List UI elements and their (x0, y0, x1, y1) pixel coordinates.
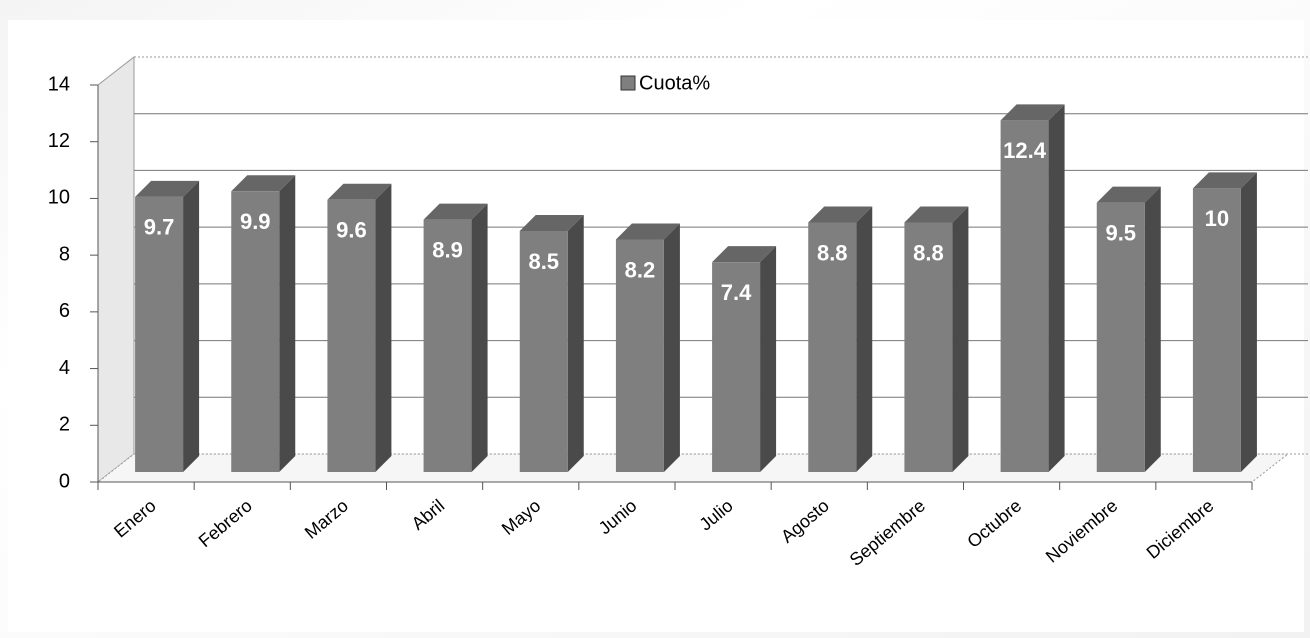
y-tick-label: 8 (59, 243, 70, 265)
value-label: 9.5 (1105, 220, 1136, 245)
bar-side (279, 175, 295, 472)
bar-side (1241, 172, 1257, 472)
y-tick-label: 0 (59, 470, 70, 492)
bar-side (375, 184, 391, 472)
bar-side (183, 181, 199, 472)
bar-side (568, 215, 584, 472)
y-tick-label: 14 (48, 73, 70, 95)
bar-front (1001, 120, 1049, 472)
value-label: 8.5 (528, 249, 559, 274)
bar-side (1145, 187, 1161, 472)
bar-side (472, 204, 488, 472)
legend-label: Cuota% (639, 72, 710, 94)
back-wall (98, 57, 134, 482)
chart: 02468101214Enero9.7Febrero9.9Marzo9.6Abr… (0, 0, 1310, 638)
value-label: 8.2 (625, 257, 656, 282)
bar-side (856, 206, 872, 472)
value-label: 10 (1205, 206, 1229, 231)
value-label: 8.9 (432, 237, 463, 262)
y-tick-label: 4 (59, 357, 70, 379)
legend-swatch (621, 76, 635, 90)
bar-side (952, 206, 968, 472)
y-tick-label: 10 (48, 187, 70, 209)
value-label: 9.7 (144, 215, 175, 240)
page: {"chart_data": {"type": "bar3d", "catego… (0, 0, 1310, 638)
value-label: 12.4 (1003, 138, 1047, 163)
value-label: 9.6 (336, 218, 367, 243)
y-tick-label: 12 (48, 130, 70, 152)
value-label: 7.4 (721, 280, 752, 305)
y-tick-label: 2 (59, 414, 70, 436)
bar-side (1049, 104, 1065, 472)
bar-side (664, 223, 680, 472)
value-label: 9.9 (240, 209, 271, 234)
value-label: 8.8 (817, 240, 848, 265)
bar-side (760, 246, 776, 472)
value-label: 8.8 (913, 240, 944, 265)
y-tick-label: 6 (59, 300, 70, 322)
